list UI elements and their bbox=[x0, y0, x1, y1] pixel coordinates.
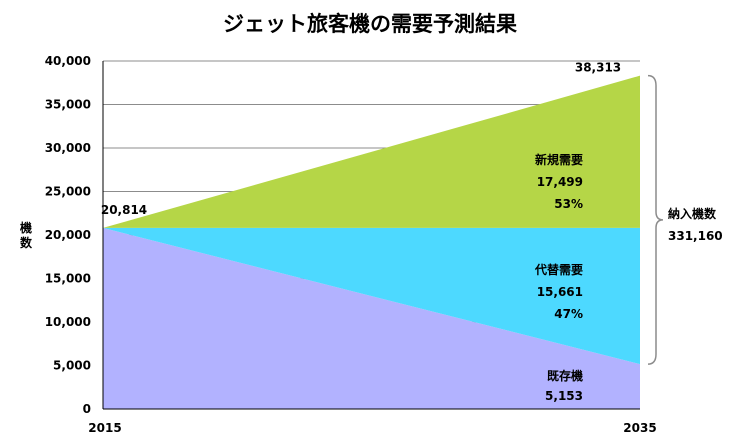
y-axis-label-char: 機 bbox=[20, 220, 32, 235]
axes bbox=[102, 61, 640, 410]
y-tick-label: 15,000 bbox=[45, 272, 91, 286]
y-tick-label: 10,000 bbox=[45, 315, 91, 329]
area-new-demand bbox=[103, 75, 640, 228]
replacement-demand-label: 代替需要 bbox=[534, 262, 583, 277]
chart-title: ジェット旅客機の需要予測結果 bbox=[223, 12, 517, 36]
y-tick-label: 30,000 bbox=[45, 141, 91, 155]
area-existing-fleet bbox=[103, 227, 640, 409]
existing-fleet-label: 5,153 bbox=[545, 389, 583, 403]
y-axis-label: 機数 bbox=[20, 220, 33, 250]
area-series bbox=[103, 75, 640, 409]
y-tick-label: 35,000 bbox=[45, 98, 91, 112]
y-tick-label: 40,000 bbox=[45, 54, 91, 68]
start-value-label: 20,814 bbox=[101, 203, 147, 217]
replacement-demand-label: 15,661 bbox=[537, 285, 583, 299]
replacement-demand-label: 47% bbox=[554, 307, 583, 321]
y-tick-label: 25,000 bbox=[45, 185, 91, 199]
brace-label: 納入機数 bbox=[668, 206, 717, 221]
existing-fleet-label: 既存機 bbox=[547, 368, 583, 383]
end-total-label: 38,313 bbox=[575, 61, 621, 75]
brace-annotation: 納入機数 331,160 bbox=[647, 74, 723, 365]
y-tick-label: 5,000 bbox=[53, 359, 91, 373]
new-demand-label: 新規需要 bbox=[535, 152, 583, 167]
x-tick-label: 2015 bbox=[88, 421, 121, 435]
x-tick-label: 2035 bbox=[623, 421, 656, 435]
area-replacement-demand bbox=[103, 227, 640, 365]
y-tick-labels: 0 5,000 10,000 15,000 20,000 25,000 30,000 35,0… bbox=[45, 54, 91, 416]
new-demand-label: 53% bbox=[554, 197, 583, 211]
brace-line bbox=[647, 74, 664, 365]
y-tick-label: 20,000 bbox=[45, 228, 91, 242]
y-tick-label: 0 bbox=[83, 402, 91, 416]
new-demand-label: 17,499 bbox=[537, 175, 583, 189]
x-tick-labels: 2015 2035 bbox=[88, 421, 656, 435]
y-axis-label-char: 数 bbox=[20, 235, 33, 250]
data-labels: 20,814 38,313 新規需要 17,499 53% 代替需要 15,661 47% 既存… bbox=[101, 61, 621, 403]
brace-value: 331,160 bbox=[668, 229, 723, 243]
